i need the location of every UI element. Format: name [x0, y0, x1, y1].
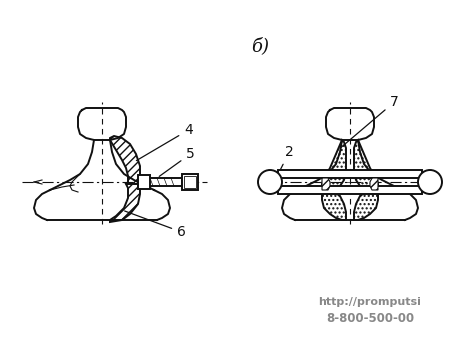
Bar [278, 186, 422, 194]
Polygon shape [370, 178, 378, 190]
Polygon shape [322, 140, 346, 192]
Polygon shape [354, 190, 378, 220]
Text: 6: 6 [125, 211, 186, 239]
Text: 7: 7 [340, 95, 399, 148]
Polygon shape [322, 190, 346, 220]
Text: 8-800-500-00: 8-800-500-00 [326, 311, 414, 324]
Polygon shape [322, 178, 330, 190]
Circle shape [258, 170, 282, 194]
Polygon shape [354, 140, 378, 192]
Bar [140, 178, 182, 186]
Text: 5: 5 [159, 147, 195, 176]
Polygon shape [110, 184, 140, 222]
Bar [182, 174, 198, 190]
Text: 2: 2 [271, 145, 294, 188]
Bar [184, 176, 196, 188]
Circle shape [418, 170, 442, 194]
Bar [138, 175, 150, 189]
Text: http://promputsi: http://promputsi [318, 297, 421, 307]
Text: б): б) [251, 37, 269, 55]
Polygon shape [110, 136, 140, 184]
Bar [278, 170, 422, 178]
Text: 4: 4 [136, 123, 193, 160]
